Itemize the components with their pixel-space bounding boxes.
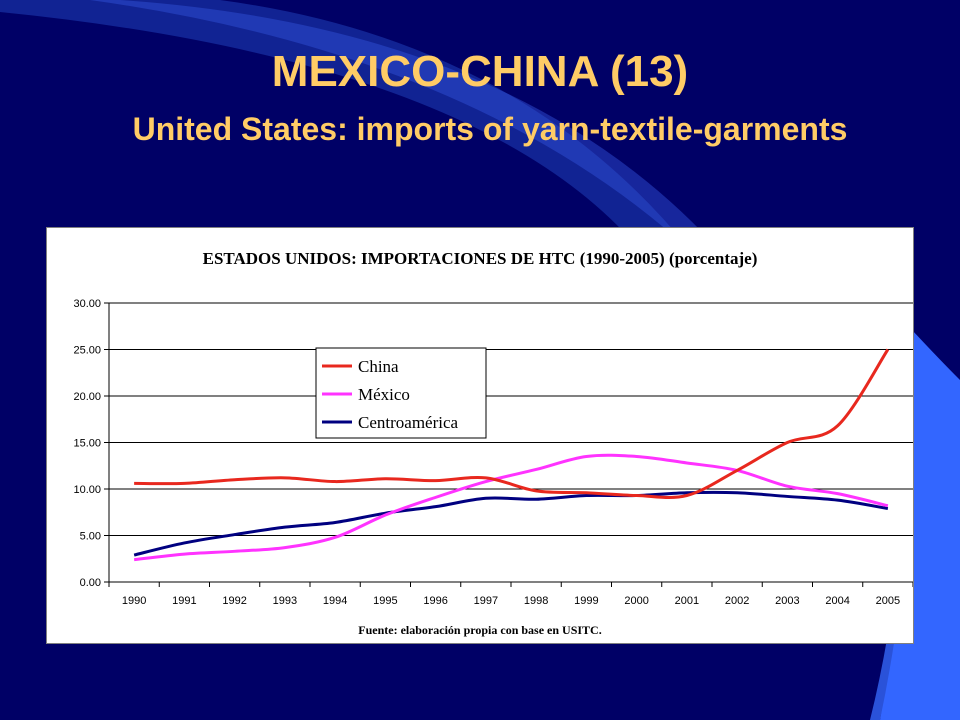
x-tick-label: 1994 <box>323 595 347 607</box>
x-tick-label: 2000 <box>624 595 648 607</box>
axes: 0.00 5.00 10.00 15.00 20.00 25.00 30.00 1990 199… <box>73 298 913 607</box>
series-lines <box>133 348 890 562</box>
legend-label: China <box>358 357 399 376</box>
x-tick-label: 2001 <box>675 595 699 607</box>
line-chart: ESTADOS UNIDOS: IMPORTACIONES DE HTC (19… <box>73 249 913 637</box>
chart-container: ESTADOS UNIDOS: IMPORTACIONES DE HTC (19… <box>46 227 914 644</box>
x-tick-label: 1990 <box>122 595 146 607</box>
y-tick-label: 20.00 <box>73 391 101 403</box>
y-tick-label: 0.00 <box>80 577 101 589</box>
legend-label: Centroamérica <box>358 413 459 432</box>
x-tick-label: 1995 <box>373 595 397 607</box>
legend: China México Centroamérica <box>315 347 487 439</box>
y-tick-label: 5.00 <box>80 531 101 543</box>
x-tick-label: 1998 <box>524 595 548 607</box>
legend-label: México <box>358 385 410 404</box>
y-tick-label: 25.00 <box>73 345 101 357</box>
y-tick-label: 15.00 <box>73 438 101 450</box>
x-tick-label: 2002 <box>725 595 749 607</box>
y-tick-label: 30.00 <box>73 298 101 310</box>
series-line-mexico <box>133 453 889 562</box>
x-tick-label: 1997 <box>474 595 498 607</box>
series-line-centroamerica <box>133 490 889 557</box>
x-tick-label: 1996 <box>423 595 447 607</box>
chart-source-note: Fuente: elaboración propia con base en U… <box>358 623 601 637</box>
slide-subtitle: United States: imports of yarn-textile-g… <box>132 111 848 147</box>
x-tick-label: 1992 <box>222 595 246 607</box>
x-tick-label: 2004 <box>825 595 849 607</box>
x-tick-label: 1991 <box>172 595 196 607</box>
x-tick-label: 1999 <box>574 595 598 607</box>
series-line-china <box>134 348 890 499</box>
y-tick-label: 10.00 <box>73 484 101 496</box>
slide-title: MEXICO-CHINA (13) <box>271 47 689 96</box>
x-tick-label: 2005 <box>876 595 900 607</box>
x-tick-label: 2003 <box>775 595 799 607</box>
chart-title: ESTADOS UNIDOS: IMPORTACIONES DE HTC (19… <box>203 249 758 268</box>
x-tick-label: 1993 <box>273 595 297 607</box>
grid-lines <box>109 302 913 583</box>
